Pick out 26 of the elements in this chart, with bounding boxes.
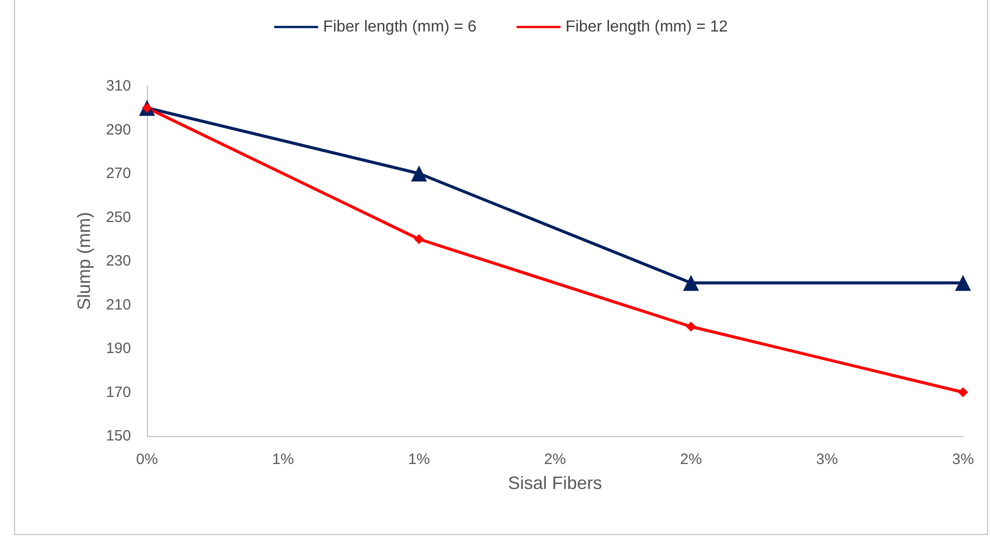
y-tick-label: 210: [106, 296, 131, 314]
x-tick-label: 3%: [816, 451, 838, 468]
point: [955, 274, 971, 291]
point: [958, 387, 968, 398]
point: [414, 234, 424, 244]
x-tick-label: 0%: [136, 451, 158, 468]
x-tick-label: 1%: [272, 451, 294, 468]
legend-label: Fiber length (mm) = 12: [566, 18, 728, 36]
y-axis-title: Slump (mm): [74, 212, 94, 310]
y-tick-label: 230: [106, 252, 131, 270]
x-tick-label: 3%: [952, 451, 974, 468]
y-tick-label: 270: [106, 165, 131, 182]
y-tick-label: 190: [106, 340, 131, 357]
x-tick-label: 1%: [408, 451, 430, 468]
y-tick-label: 170: [106, 384, 131, 401]
y-tick-label: 250: [106, 208, 131, 226]
point: [686, 322, 696, 332]
point: [683, 274, 699, 291]
y-tick-label: 150: [106, 428, 131, 444]
x-axis-title: Sisal Fibers: [508, 473, 602, 493]
x-tick-label: 2%: [544, 451, 566, 468]
y-tick-label: 310: [106, 78, 131, 94]
legend-label: Fiber length (mm) = 6: [323, 18, 477, 36]
point: [411, 166, 427, 182]
x-tick-label: 2%: [680, 451, 702, 468]
y-tick-label: 290: [106, 121, 131, 138]
